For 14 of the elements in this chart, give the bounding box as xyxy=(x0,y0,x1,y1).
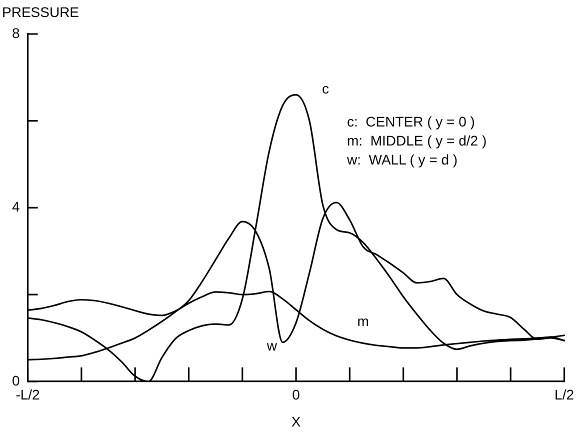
y-axis-title: PRESSURE xyxy=(2,4,80,20)
annotation: m xyxy=(357,313,369,330)
y-tick-label: 8 xyxy=(12,24,20,41)
x-axis-title: X xyxy=(291,413,302,430)
y-tick-label: 4 xyxy=(12,198,20,215)
annotation: c: CENTER ( y = 0 ) xyxy=(346,113,475,130)
x-tick-label: -L/2 xyxy=(16,386,40,403)
annotation: m: MIDDLE ( y = d/2 ) xyxy=(346,132,487,148)
annotation: c xyxy=(322,80,330,96)
x-tick-label: 0 xyxy=(292,386,300,403)
annotation: w xyxy=(266,338,278,354)
x-tick-label: L/2 xyxy=(554,386,574,403)
annotation: w: WALL ( y = d ) xyxy=(346,151,458,168)
y-tick-label: 0 xyxy=(12,372,20,388)
